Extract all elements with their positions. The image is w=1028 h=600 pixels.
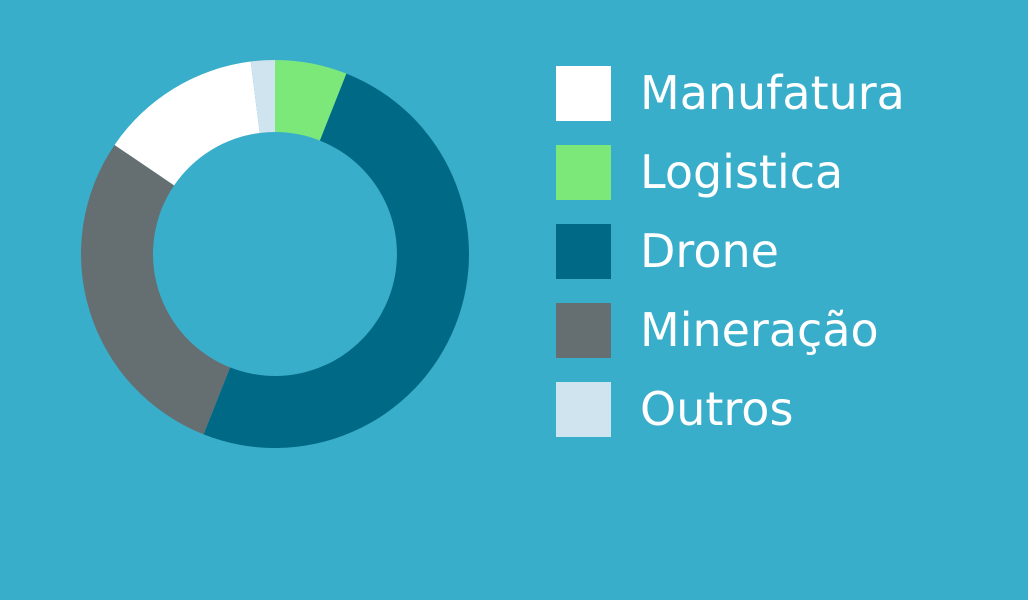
legend-swatch-drone: [556, 223, 611, 279]
legend-label-drone: Drone: [640, 224, 779, 278]
legend-swatch-manufatura: [556, 65, 611, 121]
slice-outros: [250, 60, 275, 133]
slice-manufatura: [114, 61, 260, 186]
legend-item-outros: Outros: [556, 381, 905, 437]
legend-label-manufatura: Manufatura: [640, 66, 905, 120]
slice-drone: [203, 73, 469, 449]
legend-swatch-outros: [556, 381, 611, 437]
legend-item-manufatura: Manufatura: [556, 65, 905, 121]
legend-label-mineracao: Mineração: [640, 303, 879, 357]
legend-item-logistica: Logistica: [556, 144, 905, 200]
legend-item-mineracao: Mineração: [556, 302, 905, 358]
legend-item-drone: Drone: [556, 223, 905, 279]
legend-label-logistica: Logistica: [640, 145, 844, 199]
legend-swatch-logistica: [556, 144, 611, 200]
slice-logistica: [275, 60, 347, 141]
chart-legend: Manufatura Logistica Drone Mineração Out…: [556, 65, 905, 460]
legend-label-outros: Outros: [640, 382, 794, 436]
legend-swatch-mineracao: [556, 302, 611, 358]
slice-mineracao: [80, 144, 231, 435]
